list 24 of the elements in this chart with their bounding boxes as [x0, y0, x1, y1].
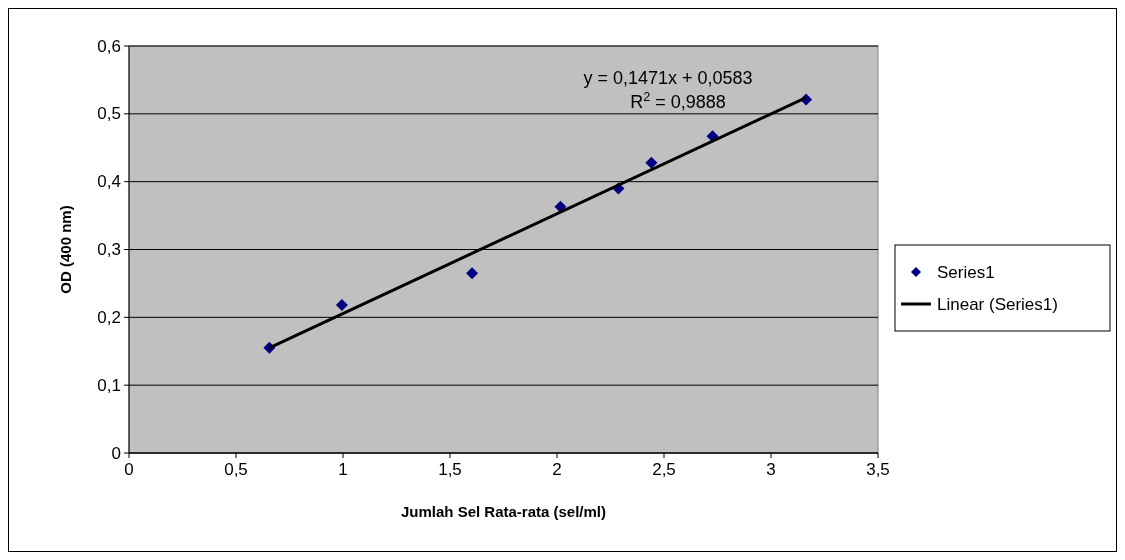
y-tick-label: 0,1: [97, 375, 121, 395]
y-tick-label: 0,5: [97, 104, 121, 124]
x-tick-label: 2,5: [652, 460, 676, 479]
legend-label: Series1: [937, 262, 995, 282]
y-tick-label: 0,4: [97, 172, 121, 192]
y-axis-title: OD (400 nm): [57, 205, 74, 294]
x-tick-label: 0: [124, 460, 134, 479]
point: [645, 156, 658, 169]
legend-label: Linear (Series1): [937, 294, 1058, 314]
y-tick-label: 0,6: [97, 36, 121, 56]
annotation: R$^{2}$ = 0,9888: [630, 90, 726, 112]
x-tick-label: 1,5: [438, 460, 462, 479]
point: [466, 267, 479, 280]
y-tick-label: 0,2: [97, 307, 121, 327]
x-axis-title: Jumlah Sel Rata-rata (sel/ml): [400, 503, 607, 520]
point: [335, 299, 348, 312]
x-tick-label: 1: [338, 460, 348, 479]
x-tick-label: 3,5: [866, 460, 890, 479]
annotation: y = 0,1471x + 0,0583: [583, 68, 753, 88]
y-tick-label: 0,3: [97, 240, 121, 259]
y-tick-label: 0: [111, 443, 121, 463]
x-tick-label: 0,5: [224, 460, 248, 479]
x-tick-label: 3: [766, 460, 776, 479]
x-tick-label: 2: [552, 460, 562, 479]
